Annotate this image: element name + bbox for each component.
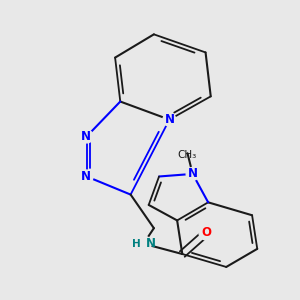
Circle shape bbox=[136, 236, 151, 251]
Circle shape bbox=[80, 130, 93, 143]
Text: CH₃: CH₃ bbox=[178, 149, 197, 160]
Circle shape bbox=[199, 227, 212, 240]
Text: N: N bbox=[146, 237, 156, 250]
Circle shape bbox=[163, 113, 176, 126]
Circle shape bbox=[80, 170, 93, 183]
Text: N: N bbox=[80, 170, 90, 183]
Text: H: H bbox=[132, 239, 141, 249]
Text: N: N bbox=[164, 113, 174, 126]
Text: N: N bbox=[188, 167, 198, 180]
Text: O: O bbox=[202, 226, 212, 238]
Circle shape bbox=[186, 167, 199, 180]
Text: N: N bbox=[80, 130, 90, 143]
